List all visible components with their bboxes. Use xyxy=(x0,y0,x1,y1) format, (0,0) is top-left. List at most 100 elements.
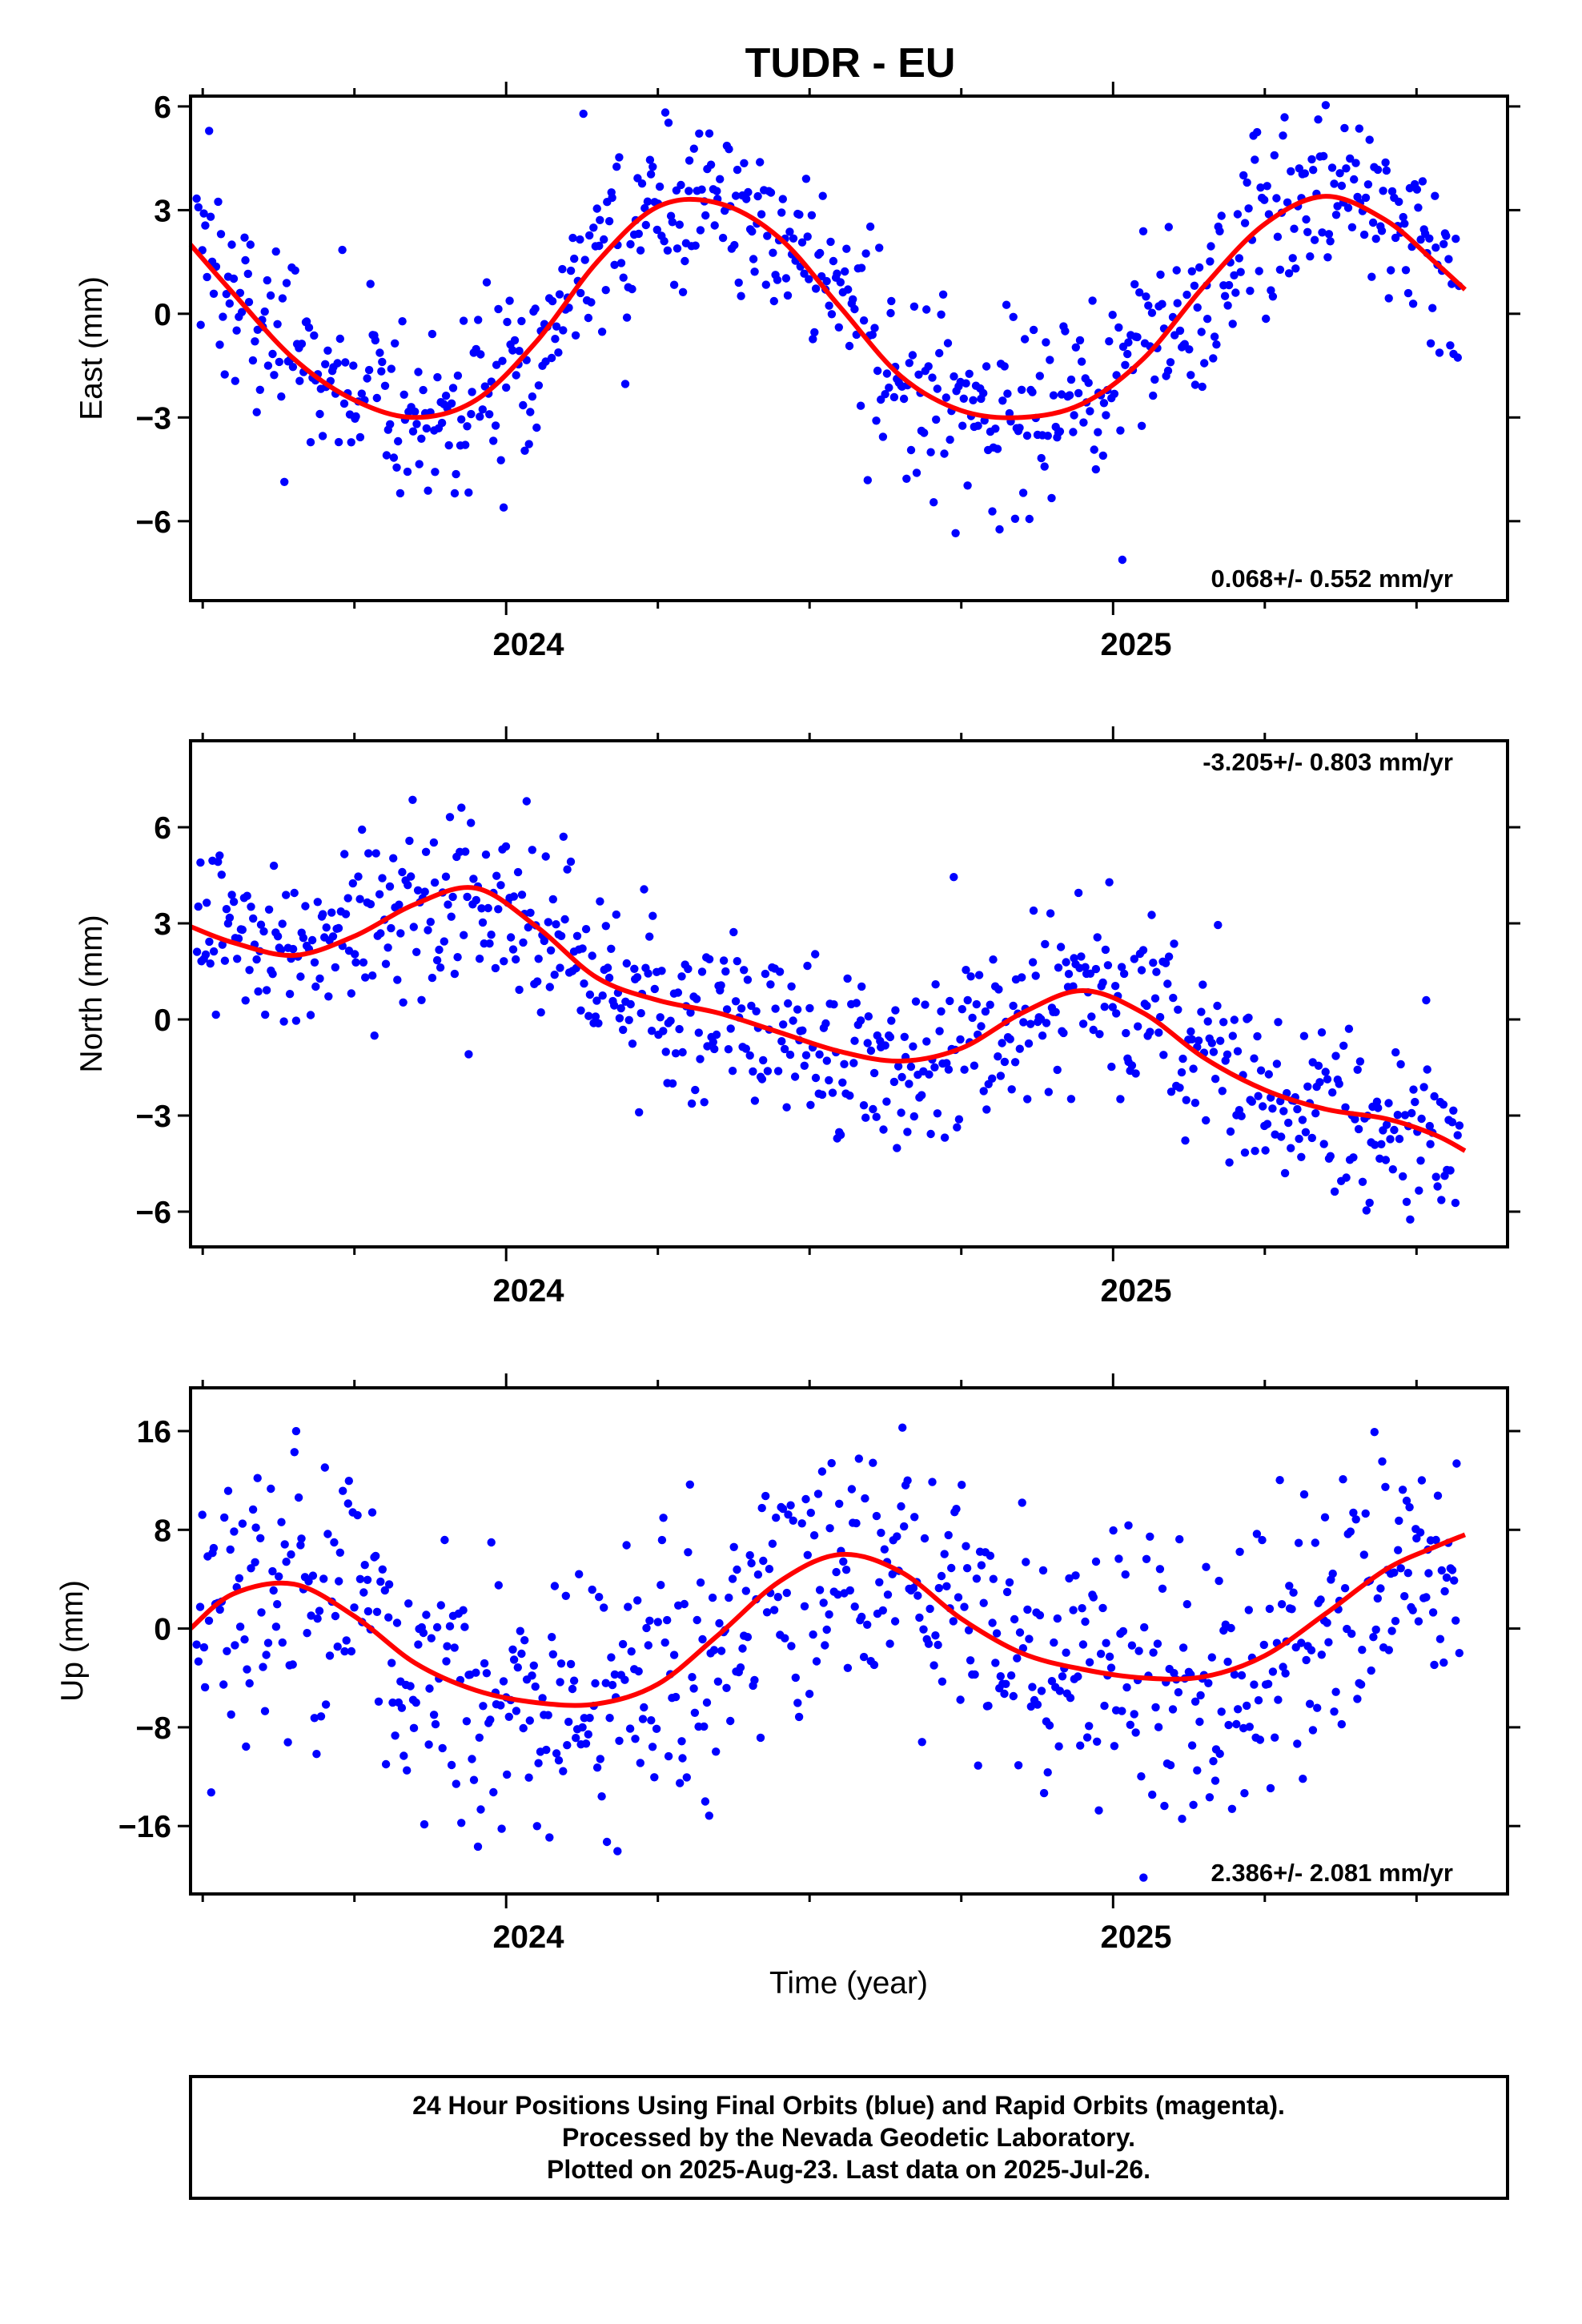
east-data-point xyxy=(834,323,844,332)
east-data-point xyxy=(1098,451,1108,460)
east-data-point xyxy=(756,158,765,167)
north-data-point xyxy=(424,926,432,935)
east-data-point xyxy=(836,278,845,287)
east-data-point xyxy=(1314,115,1323,124)
north-data-point xyxy=(1074,888,1083,898)
up-data-point xyxy=(962,1564,972,1573)
north-data-point xyxy=(1254,1092,1263,1100)
east-data-point xyxy=(1355,124,1364,133)
north-data-point xyxy=(1299,1031,1309,1040)
up-data-point xyxy=(545,1833,554,1842)
up-data-point xyxy=(269,1586,278,1595)
up-data-point xyxy=(335,1548,344,1558)
east-data-point xyxy=(1212,340,1221,349)
north-data-point xyxy=(1166,1088,1176,1096)
up-data-point xyxy=(1209,1757,1218,1766)
east-data-point xyxy=(1114,323,1123,332)
north-data-point xyxy=(1382,1120,1391,1129)
east-data-point xyxy=(231,376,239,385)
east-data-point xyxy=(1172,266,1181,275)
up-data-point xyxy=(489,1787,498,1797)
up-data-point xyxy=(1339,1475,1347,1484)
east-data-point xyxy=(1256,183,1265,192)
up-data-point xyxy=(313,1614,322,1623)
east-data-point xyxy=(899,394,909,404)
north-data-point xyxy=(225,913,235,923)
east-data-point xyxy=(641,220,650,230)
east-data-point xyxy=(1283,198,1292,207)
east-data-point xyxy=(705,129,714,138)
east-data-point xyxy=(335,334,344,344)
up-data-point xyxy=(1053,1614,1062,1623)
up-data-point xyxy=(761,1491,770,1501)
east-data-point xyxy=(965,369,974,378)
up-data-point xyxy=(384,1613,393,1622)
north-data-point xyxy=(508,945,518,954)
east-data-point xyxy=(713,187,721,195)
east-data-point xyxy=(568,233,577,243)
east-data-point xyxy=(273,320,282,328)
up-data-point xyxy=(1126,1720,1135,1729)
north-data-point xyxy=(1142,1001,1151,1011)
up-data-point xyxy=(468,1755,476,1763)
north-data-point xyxy=(209,947,219,956)
north-data-point xyxy=(1268,1104,1277,1113)
up-data-point xyxy=(833,1590,842,1599)
east-data-point xyxy=(849,295,857,304)
up-data-point xyxy=(1148,1790,1157,1799)
north-data-point xyxy=(909,1112,919,1121)
east-data-point xyxy=(1272,194,1281,203)
east-data-point xyxy=(710,221,719,230)
east-data-point xyxy=(620,380,630,388)
east-data-point xyxy=(280,477,289,486)
north-data-point xyxy=(1425,1121,1435,1131)
up-data-point xyxy=(1204,1679,1213,1687)
north-data-point xyxy=(580,979,588,988)
up-data-point xyxy=(294,1493,303,1502)
north-data-point xyxy=(836,1130,845,1140)
north-data-point xyxy=(461,847,470,856)
up-data-point xyxy=(319,1574,328,1583)
north-data-point xyxy=(793,1005,802,1014)
east-data-point xyxy=(841,267,849,276)
east-data-point xyxy=(515,347,524,356)
north-data-point xyxy=(1388,1165,1398,1174)
up-data-point xyxy=(852,1518,861,1528)
east-data-point xyxy=(396,489,405,498)
up-data-point xyxy=(642,1623,651,1633)
up-data-point xyxy=(588,1585,596,1594)
up-data-point xyxy=(1026,1702,1036,1711)
up-data-point xyxy=(991,1659,1000,1667)
up-data-point xyxy=(1245,1723,1255,1731)
east-data-point xyxy=(885,383,893,392)
east-data-point xyxy=(615,153,624,162)
east-data-point xyxy=(795,210,804,219)
east-data-point xyxy=(252,408,261,416)
east-ytick-label: 0 xyxy=(154,298,171,332)
east-data-point xyxy=(534,381,544,390)
east-data-point xyxy=(1099,399,1109,408)
north-data-point xyxy=(926,1129,935,1139)
east-data-point xyxy=(1337,181,1347,191)
east-data-point xyxy=(355,432,365,442)
north-data-point xyxy=(721,967,730,976)
east-data-point xyxy=(576,235,584,244)
east-data-point xyxy=(1275,265,1285,274)
up-data-point xyxy=(323,1530,332,1538)
north-data-point xyxy=(592,996,601,1005)
up-data-point xyxy=(773,1593,782,1602)
east-data-point xyxy=(958,421,967,430)
north-data-point xyxy=(671,1049,681,1058)
north-data-point xyxy=(1041,939,1050,949)
east-data-point xyxy=(1198,382,1207,392)
up-data-point xyxy=(427,1634,436,1642)
up-data-point xyxy=(1127,1641,1137,1650)
north-data-point xyxy=(1354,1124,1363,1134)
up-data-point xyxy=(529,1661,538,1670)
east-data-point xyxy=(1426,339,1435,348)
north-data-point xyxy=(432,955,442,965)
east-data-point xyxy=(412,420,421,428)
east-data-point xyxy=(232,326,241,335)
north-data-point xyxy=(648,911,657,920)
north-data-point xyxy=(881,1041,889,1050)
